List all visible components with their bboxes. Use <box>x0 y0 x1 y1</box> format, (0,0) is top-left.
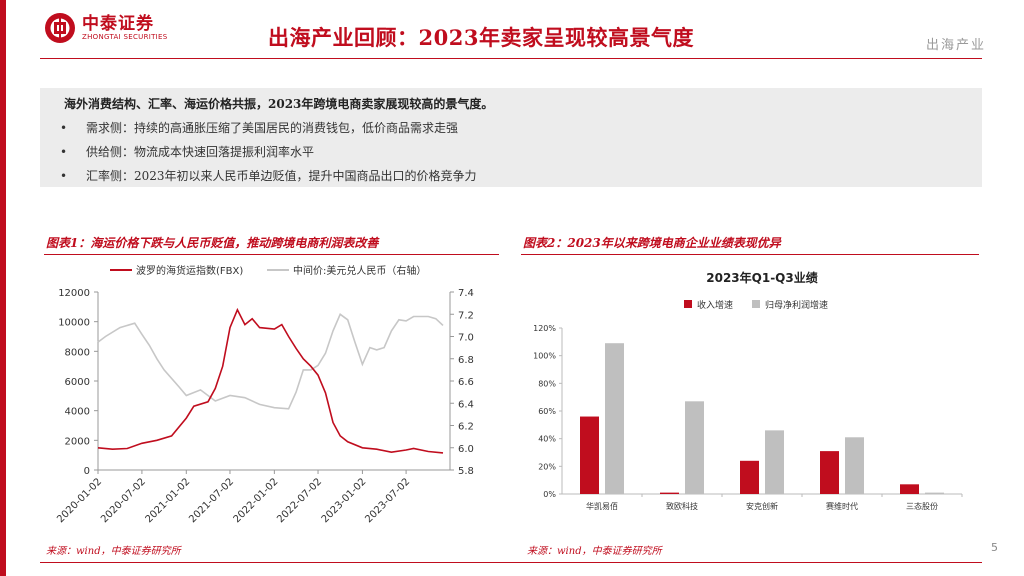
bullet-text: 供给侧：物流成本快速回落提振利润率水平 <box>86 145 315 159</box>
y-tick-label: 120% <box>533 324 556 333</box>
y-tick-label: 80% <box>538 379 556 388</box>
legend-swatch-profit <box>752 300 760 308</box>
logo-name-en: ZHONGTAI SECURITIES <box>82 32 168 41</box>
page-number: 5 <box>991 541 998 554</box>
bar-profit <box>765 430 784 494</box>
zhongtai-logo-icon <box>45 13 75 43</box>
bar-profit <box>845 437 864 494</box>
footer-divider <box>40 562 982 563</box>
left-y-tick-label: 6000 <box>65 377 90 388</box>
bar-revenue <box>820 451 839 494</box>
figure1-source: 来源：wind，中泰证券研究所 <box>46 546 181 557</box>
bullet-text: 汇率侧：2023年初以来人民币单边贬值，提升中国商品出口的价格竞争力 <box>86 169 477 183</box>
x-tick-label: 2023-07-02 <box>363 476 412 525</box>
legend-swatch-revenue <box>684 300 692 308</box>
x-tick-label: 2020-07-02 <box>99 476 148 525</box>
summary-box: 海外消费结构、汇率、海运价格共振，2023年跨境电商卖家展现较高的景气度。 • 需… <box>40 88 982 187</box>
figure1-divider <box>44 254 499 255</box>
bullet-text: 需求侧：持续的高通胀压缩了美国居民的消费钱包，低价商品需求走强 <box>86 121 459 135</box>
bar-revenue <box>900 484 919 494</box>
category-label: 赛维时代 <box>826 501 858 511</box>
right-y-tick-label: 6.0 <box>458 444 474 455</box>
right-y-tick-label: 6.6 <box>458 377 474 388</box>
bullet-fx: • 汇率侧：2023年初以来人民币单边贬值，提升中国商品出口的价格竞争力 <box>60 169 477 183</box>
x-tick-label: 2020-01-02 <box>55 476 104 525</box>
figure1-title: 图表1：海运价格下跌与人民币贬值，推动跨境电商利润表改善 <box>46 236 379 250</box>
left-y-tick-label: 12000 <box>58 288 90 299</box>
bar-revenue <box>660 492 679 494</box>
right-y-tick-label: 5.8 <box>458 466 474 477</box>
y-tick-label: 0% <box>543 490 556 499</box>
x-tick-label: 2021-01-02 <box>144 476 193 525</box>
bullet-supply: • 供给侧：物流成本快速回落提振利润率水平 <box>60 145 315 159</box>
y-tick-label: 40% <box>538 435 556 444</box>
category-label: 致欧科技 <box>666 501 698 511</box>
bar-profit <box>925 492 944 494</box>
right-y-tick-label: 7.4 <box>458 288 474 299</box>
right-y-tick-label: 6.2 <box>458 422 474 433</box>
y-tick-label: 60% <box>538 407 556 416</box>
figure2-title: 图表2：2023年以来跨境电商企业业绩表现优异 <box>523 236 781 250</box>
summary-headline: 海外消费结构、汇率、海运价格共振，2023年跨境电商卖家展现较高的景气度。 <box>64 97 494 111</box>
series-line-usdcny <box>97 313 444 410</box>
category-label: 安克创新 <box>746 501 778 511</box>
y-tick-label: 100% <box>533 352 556 361</box>
bar-profit <box>685 401 704 494</box>
left-y-tick-label: 0 <box>84 466 90 477</box>
company-logo: 中泰证券 ZHONGTAI SECURITIES <box>44 12 168 44</box>
left-y-tick-label: 4000 <box>65 407 90 418</box>
bar-revenue <box>580 416 599 494</box>
chart-title: 2023年Q1-Q3业绩 <box>706 270 817 285</box>
left-accent-bar <box>0 0 6 576</box>
section-tag: 出海产业 <box>925 38 986 53</box>
header-divider <box>40 58 982 59</box>
category-label: 华凯易佰 <box>586 501 618 511</box>
right-y-tick-label: 7.0 <box>458 333 474 344</box>
x-tick-label: 2021-07-02 <box>187 476 236 525</box>
logo-name-cn: 中泰证券 <box>82 13 154 34</box>
right-y-tick-label: 7.2 <box>458 310 474 321</box>
legend-label-profit: 归母净利润增速 <box>765 299 828 311</box>
right-y-tick-label: 6.4 <box>458 399 474 410</box>
series-line-fbx <box>97 307 444 454</box>
x-tick-label: 2023-01-02 <box>320 476 369 525</box>
bullet-demand: • 需求侧：持续的高通胀压缩了美国居民的消费钱包，低价商品需求走强 <box>60 121 459 135</box>
right-y-tick-label: 6.8 <box>458 355 474 366</box>
legend-label-revenue: 收入增速 <box>697 299 733 311</box>
figure2-source: 来源：wind，中泰证券研究所 <box>527 546 662 557</box>
left-y-tick-label: 8000 <box>65 347 90 358</box>
legend-label-fbx: 波罗的海货运指数(FBX) <box>136 264 243 277</box>
left-y-tick-label: 2000 <box>65 436 90 447</box>
page-title: 出海产业回顾：2023年卖家呈现较高景气度 <box>268 25 694 50</box>
x-tick-label: 2022-07-02 <box>275 476 324 525</box>
freight-fx-line-chart: 波罗的海货运指数(FBX) 中间价:美元兑人民币（右轴） 0 2000 4000 6000… <box>55 264 474 525</box>
legend-label-fx: 中间价:美元兑人民币（右轴） <box>293 264 426 277</box>
bar-revenue <box>740 460 759 494</box>
category-label: 三态股份 <box>906 501 938 511</box>
y-tick-label: 20% <box>538 462 556 471</box>
bar-profit <box>605 343 624 494</box>
figure2-divider <box>521 254 979 255</box>
left-y-tick-label: 10000 <box>58 318 90 329</box>
x-tick-label: 2022-01-02 <box>232 476 281 525</box>
